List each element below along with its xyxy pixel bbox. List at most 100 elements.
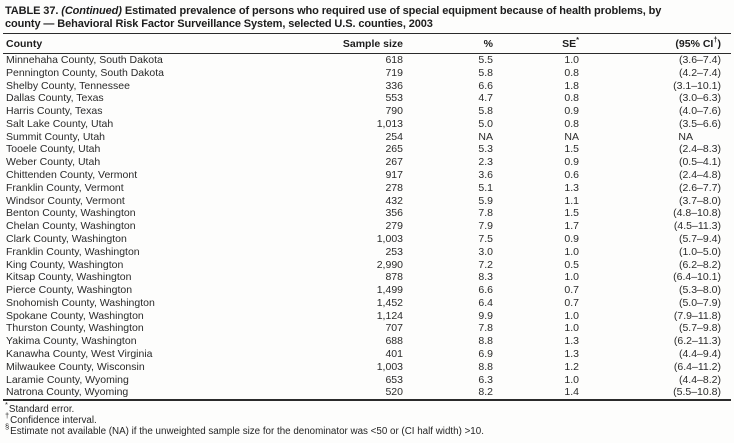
footnote-text: Estimate not available (NA) if the unwei… — [10, 426, 484, 438]
se-cell: 1.4 — [493, 386, 579, 402]
footnote-text: Standard error. — [8, 403, 75, 415]
sample-size-cell: 1,003 — [376, 360, 403, 373]
county-cell: Kanawha County, West Virginia — [6, 347, 153, 360]
ci-cell: (3.6–7.4) — [678, 54, 721, 66]
ci-cell: (6.2–8.2) — [678, 258, 721, 271]
table-row: Weber County, Utah 267 2.3 0.9 (0.5–4.1) — [3, 156, 731, 169]
county-cell: Minnehaha County, South Dakota — [6, 54, 163, 66]
sample-size-cell: 1,499 — [376, 284, 403, 297]
se-cell: 1.3 — [564, 181, 579, 194]
percent-cell: 6.4 — [478, 296, 493, 309]
col-header-se: SE* — [493, 33, 579, 54]
ci-cell: (5.7–9.4) — [678, 232, 721, 245]
table-row: Franklin County, Washington 253 3.0 1.0 (1.0… — [3, 246, 731, 259]
county-cell: Milwaukee County, Wisconsin — [6, 360, 145, 373]
county-cell: Kitsap County, Washington — [6, 271, 132, 284]
footnote-standard-error: *Standard error. — [5, 401, 731, 415]
sample-size-cell: 1,124 — [376, 309, 403, 322]
sample-size-cell: 790 — [385, 105, 403, 118]
se-cell: 0.9 — [564, 105, 579, 118]
col-header-county: County — [3, 33, 285, 54]
footnote-text: Confidence interval. — [10, 414, 97, 426]
se-cell: NA — [564, 130, 579, 143]
footnote-na-rule: §Estimate not available (NA) if the unwe… — [5, 423, 731, 438]
table-row: Harris County, Texas 790 5.8 0.9 (4.0–7.6) — [3, 105, 731, 118]
footnote-marker: § — [5, 422, 10, 432]
ci-cell: (3.1–10.1) — [673, 79, 721, 92]
sample-size-cell: 1,452 — [376, 296, 403, 309]
table-row: Windsor County, Vermont 432 5.9 1.1 (3.7–8.0… — [3, 195, 731, 208]
ci-cell: (2.6–7.7) — [678, 181, 721, 194]
footnote-marker: † — [5, 411, 10, 421]
ci-cell: (5.7–9.8) — [678, 322, 721, 335]
col-header-percent-label: % — [483, 37, 493, 50]
table-row: Dallas County, Texas 553 4.7 0.8 (3.0–6.3) — [3, 92, 731, 105]
table-row: Kanawha County, West Virginia 401 6.9 1.3 (4… — [3, 348, 731, 361]
county-cell: King County, Washington — [6, 258, 124, 271]
table-row: King County, Washington 2,990 7.2 0.5 (6.2–8… — [3, 259, 731, 272]
county-cell: Chelan County, Washington — [6, 220, 136, 233]
county-cell: Clark County, Washington — [6, 232, 127, 245]
county-cell: Dallas County, Texas — [6, 92, 104, 105]
percent-cell: 8.2 — [403, 386, 493, 402]
ci-cell: (2.4–8.3) — [678, 143, 721, 156]
se-cell: 1.7 — [564, 220, 579, 233]
se-cell: 0.7 — [564, 296, 579, 309]
county-cell: Franklin County, Washington — [6, 245, 140, 258]
se-cell: 0.9 — [564, 232, 579, 245]
percent-cell: 6.6 — [478, 284, 493, 297]
footnote-marker: * — [5, 399, 8, 409]
percent-cell: 5.8 — [478, 66, 493, 79]
table-title-line1: Estimated prevalence of persons who requ… — [124, 5, 662, 17]
table-row: Kitsap County, Washington 878 8.3 1.0 (6.4–1… — [3, 271, 731, 284]
sample-size-cell: 707 — [385, 322, 403, 335]
se-cell: 0.5 — [564, 258, 579, 271]
table-row: Yakima County, Washington 688 8.8 1.3 (6.2–1… — [3, 335, 731, 348]
se-cell: 1.5 — [564, 143, 579, 156]
se-cell: 1.3 — [564, 335, 579, 348]
table-title-line2: county — Behavioral Risk Factor Surveill… — [5, 17, 433, 30]
se-cell: 1.0 — [564, 309, 579, 322]
percent-cell: 7.8 — [478, 207, 493, 220]
sample-size-cell: 253 — [385, 245, 403, 258]
se-cell: 1.1 — [564, 194, 579, 207]
ci-cell: (5.5–10.8) — [579, 386, 731, 402]
sample-size-cell: 917 — [385, 169, 403, 182]
sample-size-cell: 356 — [385, 207, 403, 220]
se-cell: 1.0 — [564, 322, 579, 335]
sample-size-cell: 688 — [385, 335, 403, 348]
se-cell: 1.0 — [564, 373, 579, 386]
percent-cell: 5.1 — [478, 181, 493, 194]
se-cell: 0.8 — [564, 66, 579, 79]
percent-cell: 7.5 — [478, 232, 493, 245]
table-row: Chelan County, Washington 279 7.9 1.7 (4.5–1… — [3, 220, 731, 233]
ci-cell: (3.5–6.6) — [678, 117, 721, 130]
county-cell: Salt Lake County, Utah — [6, 117, 114, 130]
county-cell: Weber County, Utah — [6, 156, 101, 169]
county-cell: Franklin County, Vermont — [6, 181, 124, 194]
ci-cell: (1.0–5.0) — [678, 245, 721, 258]
sample-size-cell: 878 — [385, 271, 403, 284]
table-row: Thurston County, Washington 707 7.8 1.0 (5.7… — [3, 322, 731, 335]
se-cell: 0.7 — [564, 284, 579, 297]
table-row: Franklin County, Vermont 278 5.1 1.3 (2.6–7.… — [3, 182, 731, 195]
table-row: Tooele County, Utah 265 5.3 1.5 (2.4–8.3) — [3, 143, 731, 156]
percent-cell: 8.8 — [478, 360, 493, 373]
table-row: Pennington County, South Dakota 719 5.8 0.8… — [3, 67, 731, 80]
se-cell: 1.0 — [564, 54, 579, 66]
county-cell: Thurston County, Washington — [6, 322, 144, 335]
percent-cell: 2.3 — [478, 156, 493, 169]
sample-size-cell: 553 — [385, 92, 403, 105]
percent-cell: 7.8 — [478, 322, 493, 335]
percent-cell: 5.9 — [478, 194, 493, 207]
se-cell: 1.0 — [564, 271, 579, 284]
county-cell: Chittenden County, Vermont — [6, 169, 138, 182]
percent-cell: 3.0 — [478, 245, 493, 258]
sample-size-cell: 520 — [285, 386, 403, 402]
table-row: Spokane County, Washington 1,124 9.9 1.0 (7.… — [3, 310, 731, 323]
col-header-se-label: SE — [562, 37, 577, 50]
ci-cell: (6.2–11.3) — [673, 335, 721, 348]
se-cell: 0.9 — [564, 156, 579, 169]
county-cell: Benton County, Washington — [6, 207, 136, 220]
se-cell: 0.8 — [564, 92, 579, 105]
